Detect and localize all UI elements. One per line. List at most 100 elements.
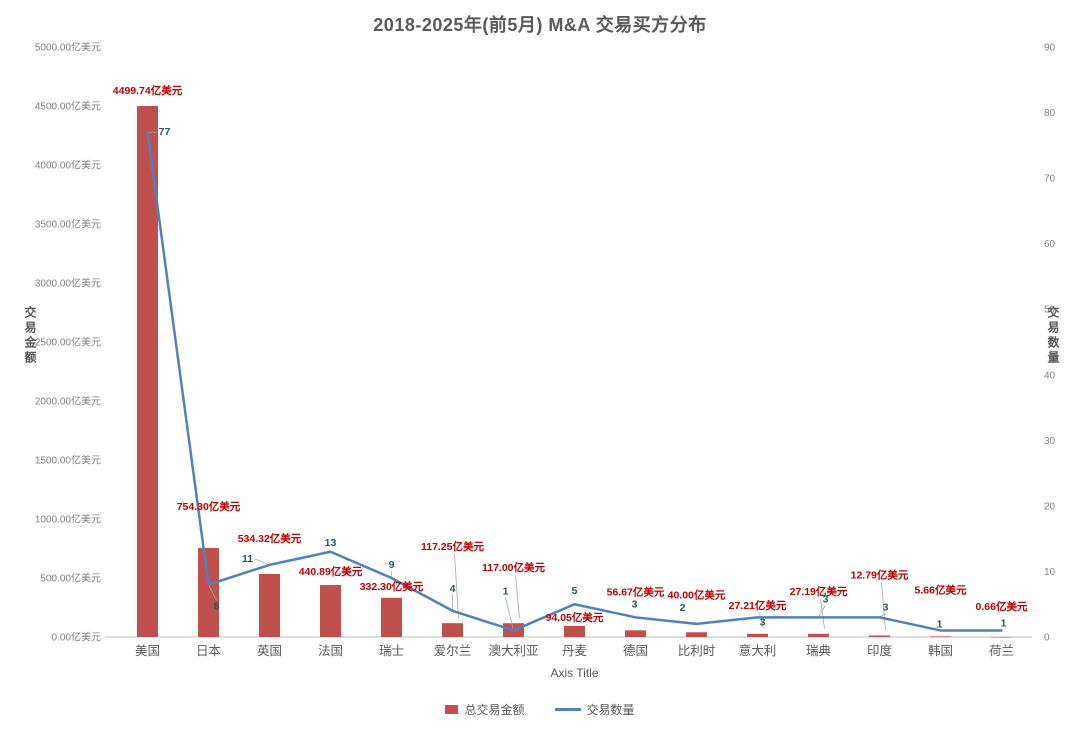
chart-title: 2018-2025年(前5月) M&A 交易买方分布	[373, 15, 707, 35]
right-tick-label: 40	[1044, 370, 1056, 381]
x-axis-title: Axis Title	[550, 666, 599, 680]
right-tick-label: 10	[1044, 567, 1056, 578]
category-label: 韩国	[928, 643, 953, 658]
count-label: 2	[680, 602, 686, 614]
category-label: 英国	[257, 644, 282, 658]
left-tick-label: 500.00亿美元	[40, 572, 101, 585]
category-label: 丹麦	[562, 644, 588, 658]
count-label: 5	[572, 585, 578, 597]
count-label: 8	[214, 601, 220, 613]
right-tick-label: 80	[1044, 108, 1056, 119]
legend-count-label: 交易数量	[586, 703, 635, 717]
leader-line	[515, 575, 520, 619]
leader-line	[254, 558, 270, 566]
count-label: 13	[325, 537, 337, 549]
right-tick-label: 30	[1044, 436, 1056, 447]
legend: 总交易金额 交易数量	[0, 701, 1080, 718]
category-label: 日本	[196, 644, 222, 658]
count-label: 11	[242, 553, 253, 565]
right-tick-label: 60	[1044, 239, 1056, 250]
right-axis-title: 交易数量	[1046, 306, 1060, 366]
legend-bar-swatch	[445, 705, 459, 714]
left-tick-label: 3000.00亿美元	[35, 277, 101, 290]
amount-bar	[381, 597, 402, 637]
amount-bar	[930, 636, 951, 637]
left-tick-label: 4500.00亿美元	[35, 100, 101, 113]
count-label: 3	[883, 601, 889, 613]
count-label: 3	[760, 616, 766, 628]
leader-line	[818, 605, 826, 618]
category-label: 爱尔兰	[434, 643, 472, 658]
count-label: 77	[159, 126, 171, 138]
left-tick-label: 1500.00亿美元	[35, 454, 101, 467]
leader-line	[881, 582, 886, 631]
legend-amount-label: 总交易金额	[464, 703, 525, 717]
amount-bar	[137, 106, 158, 637]
legend-item-amount: 总交易金额	[445, 701, 525, 718]
count-label: 1	[937, 618, 943, 630]
category-label: 德国	[623, 643, 648, 658]
category-label: 法国	[318, 644, 343, 658]
category-label: 荷兰	[989, 644, 1014, 658]
amount-label: 56.67亿美元	[607, 585, 665, 598]
amount-label: 40.00亿美元	[668, 588, 726, 601]
amount-label: 27.21亿美元	[729, 599, 787, 612]
amount-label: 117.25亿美元	[421, 540, 485, 553]
leader-line	[820, 598, 825, 629]
category-label: 意大利	[739, 643, 777, 658]
count-label: 1	[1001, 617, 1007, 629]
amount-label: 12.79亿美元	[851, 568, 909, 581]
left-tick-label: 4000.00亿美元	[35, 159, 101, 172]
left-axis-title: 交易金额	[23, 306, 37, 366]
count-line	[146, 130, 1003, 632]
amount-bar	[991, 636, 1012, 638]
amount-label: 332.30亿美元	[360, 580, 424, 593]
amount-label: 117.00亿美元	[482, 561, 546, 574]
right-tick-label: 0	[1044, 633, 1050, 644]
left-tick-label: 2500.00亿美元	[35, 336, 101, 349]
category-label: 瑞士	[379, 644, 404, 658]
amount-label: 440.89亿美元	[299, 565, 363, 578]
amount-bar	[625, 630, 646, 637]
amount-label: 754.30亿美元	[177, 500, 241, 513]
right-tick-label: 70	[1044, 174, 1056, 185]
count-label: 3	[632, 598, 638, 610]
amount-bar	[808, 633, 829, 637]
count-label: 1	[503, 585, 509, 597]
amount-bar	[869, 635, 890, 637]
amount-bar	[686, 632, 707, 637]
leader-line	[208, 584, 217, 601]
legend-line-swatch	[554, 708, 581, 711]
amount-label: 5.66亿美元	[915, 583, 967, 596]
count-label: 3	[823, 593, 829, 605]
category-label: 比利时	[678, 644, 716, 658]
leader-line	[505, 597, 514, 631]
left-tick-label: 3500.00亿美元	[35, 218, 101, 231]
amount-bar	[442, 623, 463, 637]
right-tick-label: 90	[1044, 43, 1056, 54]
left-tick-label: 1000.00亿美元	[35, 513, 101, 526]
amount-label: 27.19亿美元	[790, 585, 848, 598]
leader-line	[454, 554, 459, 619]
left-tick-label: 2000.00亿美元	[35, 395, 101, 408]
amount-bar	[564, 625, 585, 637]
category-label: 印度	[867, 643, 893, 658]
count-label: 4	[450, 583, 456, 595]
amount-label: 534.32亿美元	[238, 532, 302, 545]
legend-item-count: 交易数量	[554, 701, 635, 718]
right-tick-label: 50	[1044, 305, 1056, 316]
amount-label: 94.05亿美元	[546, 611, 604, 624]
right-tick-label: 20	[1044, 501, 1056, 512]
amount-label: 0.66亿美元	[976, 600, 1028, 613]
amount-label: 4499.74亿美元	[113, 84, 183, 97]
amount-bar	[747, 633, 768, 637]
leader-line	[759, 612, 764, 629]
category-label: 美国	[135, 644, 160, 658]
amount-bar	[198, 547, 219, 637]
amount-bar	[259, 573, 280, 637]
left-tick-label: 0.00亿美元	[52, 631, 101, 644]
category-label: 澳大利亚	[488, 644, 538, 658]
count-label: 9	[389, 559, 395, 571]
